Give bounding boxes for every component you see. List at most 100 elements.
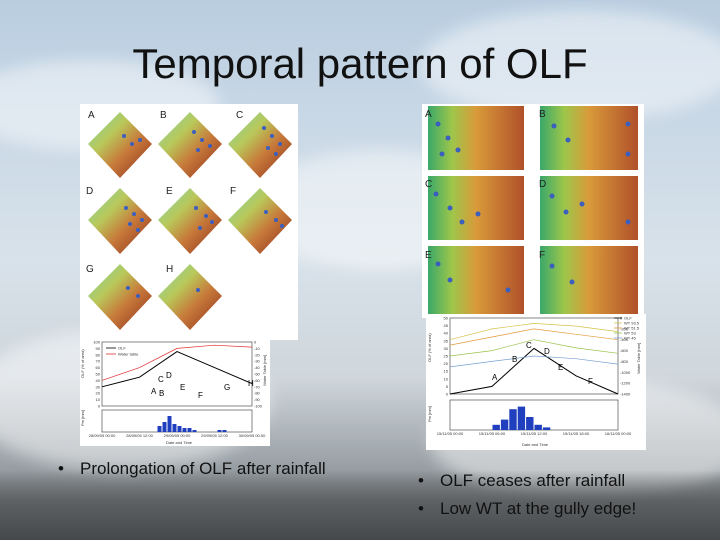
- y2-axis-label: Water Table [mm]: [262, 355, 267, 386]
- map-label-H: H: [166, 264, 174, 275]
- rain-bar: [182, 428, 187, 432]
- rain-bar: [492, 424, 500, 430]
- map-thumbnail-F: [540, 246, 638, 314]
- y2-tick-label: -30: [254, 359, 261, 364]
- map-label-F: F: [230, 186, 237, 197]
- map-thumbnail-D: [88, 188, 152, 254]
- right-chart-panel: 504540353025201510500-200-400-600-800-10…: [426, 314, 646, 450]
- rain-bar: [517, 406, 526, 430]
- x-tick-label: 30/09/05 00:00: [239, 433, 266, 438]
- map-label-A: A: [88, 110, 95, 121]
- y-tick-label: 20: [444, 361, 449, 366]
- x-tick-label: 15/11/05 06:00: [479, 431, 506, 436]
- map-thumbnail-E: [428, 246, 524, 314]
- rain-axis-label: Pm [mm]: [427, 406, 432, 422]
- point-label-h: H: [248, 379, 254, 388]
- y2-tick-label: -90: [254, 397, 261, 402]
- left-maps-graphic: [88, 112, 292, 330]
- rain-bar: [217, 430, 222, 432]
- map-thumbnail-C: [228, 112, 292, 178]
- point-label-a: A: [151, 387, 157, 396]
- rain-bar: [172, 424, 177, 432]
- rain-bar: [222, 430, 227, 432]
- map-label-G: G: [86, 264, 94, 275]
- bullet-text: Prolongation of OLF after rainfall: [80, 459, 326, 478]
- x-tick-label: 15/11/05 00:00: [437, 431, 464, 436]
- rain-bar: [177, 426, 182, 432]
- map-label-E: E: [425, 250, 432, 261]
- map-label-C: C: [425, 179, 433, 190]
- y-tick-label: 35: [444, 338, 449, 343]
- rain-plot-area: [449, 399, 619, 431]
- rain-bar: [534, 424, 542, 430]
- point-label-b: B: [512, 355, 517, 364]
- y2-axis-label: Water Table [mm]: [636, 343, 641, 374]
- y-tick-label: 5: [446, 384, 449, 389]
- x-tick-label: 28/09/05 12:00: [126, 433, 153, 438]
- y-axis-label: OLF (% of area): [427, 333, 432, 362]
- map-thumbnail-H: [158, 264, 222, 330]
- point-label-b: B: [159, 389, 164, 398]
- series-line-wt-93-5: [449, 323, 619, 341]
- map-label-B: B: [160, 110, 167, 121]
- bullet-text: OLF ceases after rainfall: [440, 471, 626, 490]
- y2-tick-label: -1400: [620, 392, 631, 397]
- map-label-E: E: [166, 186, 173, 197]
- rain-bar: [162, 422, 167, 432]
- rain-bar: [192, 430, 197, 432]
- map-label-B: B: [539, 109, 546, 120]
- right-chart: 504540353025201510500-200-400-600-800-10…: [427, 316, 641, 448]
- rain-bar: [542, 427, 551, 430]
- map-thumbnail-G: [88, 264, 152, 330]
- slide-title: Temporal pattern of OLF: [132, 40, 588, 87]
- y2-tick-label: -60: [254, 378, 261, 383]
- chart-legend: OLF WT 93.5 WT 51.5 WT 53 WT 45: [614, 316, 640, 341]
- right-bullet-list: • OLF ceases after rainfall • Low WT at …: [416, 470, 716, 520]
- map-label-D: D: [539, 179, 547, 190]
- map-thumbnail-B: [158, 112, 222, 178]
- y-tick-label: 50: [96, 372, 101, 377]
- point-label-g: G: [224, 383, 230, 392]
- y-tick-label: 40: [96, 378, 101, 383]
- cloud-decoration: [420, 10, 720, 120]
- bullet-dot: •: [418, 471, 424, 490]
- legend-wt-2: WT 51.5: [624, 326, 640, 331]
- legend-wt-1: WT 93.5: [624, 321, 640, 326]
- legend-wt-4: WT 45: [624, 336, 636, 341]
- y-tick-label: 60: [96, 365, 101, 370]
- rain-bar: [509, 409, 517, 430]
- bullet-text: Low WT at the gully edge!: [440, 499, 637, 518]
- y2-tick-label: -40: [254, 365, 261, 370]
- y2-tick-label: -400: [620, 337, 629, 342]
- series-line-olf: [101, 351, 253, 388]
- plot-area: [101, 341, 253, 407]
- point-label-e: E: [180, 383, 185, 392]
- legend-wt-3: WT 53: [624, 331, 636, 336]
- y-tick-label: 30: [444, 346, 449, 351]
- y-tick-label: 80: [96, 352, 101, 357]
- y-tick-label: 20: [96, 391, 101, 396]
- y-tick-label: 50: [444, 316, 449, 321]
- legend-olf: OLF: [624, 316, 632, 321]
- map-thumbnail-C: [428, 176, 524, 240]
- rain-plot-area: [101, 409, 253, 433]
- series-line-olf: [449, 347, 619, 395]
- y2-tick-label: 0: [254, 340, 257, 345]
- map-label-D: D: [86, 186, 94, 197]
- y-tick-label: 0: [446, 392, 449, 397]
- chart-legend: OLF Water table: [106, 346, 139, 357]
- map-thumbnail-D: [540, 176, 638, 240]
- y-tick-label: 90: [96, 346, 101, 351]
- map-label-F: F: [539, 250, 546, 261]
- point-label-c: C: [526, 341, 532, 350]
- map-thumbnail-A: [428, 106, 524, 170]
- point-label-d: D: [544, 347, 550, 356]
- bullet-dot: •: [418, 499, 424, 518]
- legend-water-table: Water table: [118, 352, 139, 357]
- point-label-d: D: [166, 371, 172, 380]
- y2-tick-label: -1000: [620, 370, 631, 375]
- y2-tick-label: -70: [254, 384, 261, 389]
- y-tick-label: 30: [96, 384, 101, 389]
- left-bullet-list: • Prolongation of OLF after rainfall: [56, 458, 326, 480]
